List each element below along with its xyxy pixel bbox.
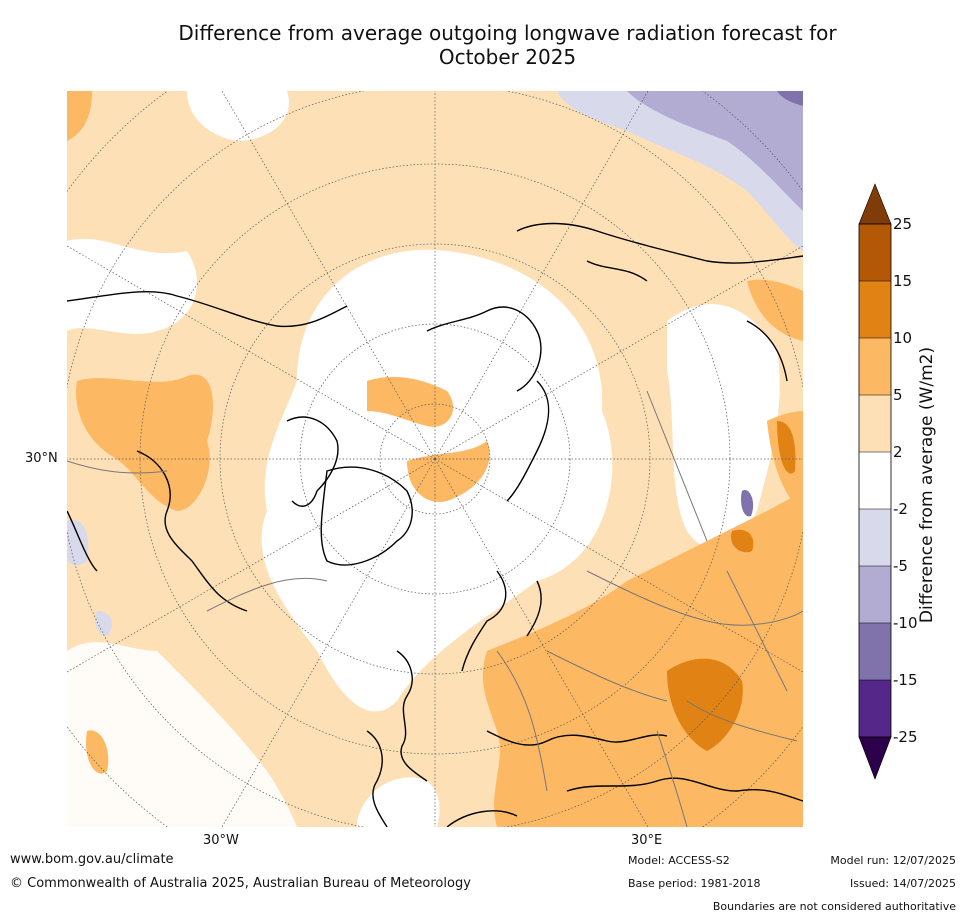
colorbar-tick: -15 — [893, 671, 918, 689]
model-run-text: Model run: 12/07/2025 — [830, 854, 956, 867]
colorbar-tick: 15 — [893, 272, 913, 290]
latitude-label-30n: 30°N — [25, 451, 58, 466]
longitude-label-30w: 30°W — [203, 833, 239, 848]
colorbar-bin-10-15 — [859, 281, 891, 338]
colorbar-tick: -5 — [893, 557, 908, 575]
coastlines — [67, 222, 803, 827]
title-line-1: Difference from average outgoing longwav… — [178, 21, 837, 45]
colorbar-bin-2-5 — [859, 395, 891, 452]
colorbar-tick: 5 — [893, 386, 903, 404]
colorbar-frame — [858, 223, 892, 738]
copyright-text: © Commonwealth of Australia 2025, Austra… — [10, 876, 471, 891]
colorbar-bin-neg5-neg2 — [859, 509, 891, 566]
colorbar-bin-neg10-neg5 — [859, 566, 891, 623]
model-text: Model: ACCESS-S2 — [628, 854, 730, 867]
colorbar-bin-15-25 — [859, 224, 891, 281]
colorbar-bin-neg15-neg10 — [859, 623, 891, 680]
graticule — [67, 91, 803, 827]
map-svg — [67, 91, 803, 827]
colorbar-dividers — [859, 280, 891, 681]
polar-projection-map — [67, 91, 803, 827]
country-borders — [67, 390, 803, 827]
map-title: Difference from average outgoing longwav… — [150, 21, 865, 69]
colorbar-tick: 10 — [893, 329, 913, 347]
colorbar-bin-5-10 — [859, 338, 891, 395]
colorbar-label-text: Difference from average (W/m2) — [917, 346, 937, 624]
colorbar — [858, 183, 892, 780]
colorbar-bin-neg2-2 — [859, 452, 891, 509]
anomaly-5-to-10-regions — [67, 91, 803, 827]
longitude-label-30e: 30°E — [631, 833, 663, 848]
colorbar-extend-min — [858, 736, 892, 780]
anomaly-negative-regions — [67, 91, 803, 636]
colorbar-tick: -10 — [893, 614, 918, 632]
colorbar-tick: -2 — [893, 500, 908, 518]
title-line-2: October 2025 — [438, 45, 577, 69]
colorbar-extend-max — [858, 183, 892, 225]
base-period-text: Base period: 1981-2018 — [628, 877, 761, 890]
website-link[interactable]: www.bom.gov.au/climate — [10, 852, 174, 867]
colorbar-tick: -25 — [893, 728, 918, 746]
disclaimer-text: Boundaries are not considered authoritat… — [712, 900, 956, 913]
colorbar-bin-neg25-neg15 — [859, 680, 891, 737]
anomaly-10-to-15-regions — [667, 421, 796, 751]
issued-text: Issued: 14/07/2025 — [849, 877, 956, 890]
colorbar-tick: 2 — [893, 443, 903, 461]
colorbar-tick: 25 — [893, 215, 913, 233]
